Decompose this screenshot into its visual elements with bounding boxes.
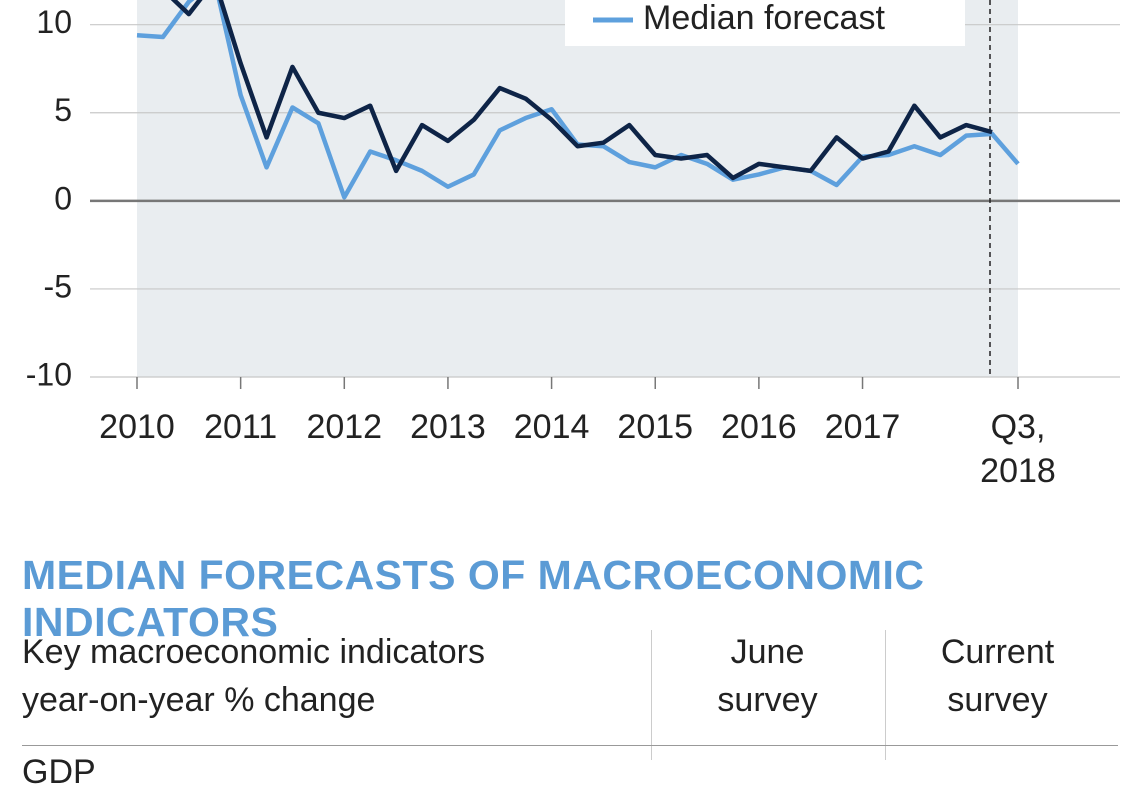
chart: -10 -5 0 5 10 Median forecast	[26, 0, 1120, 392]
x-tick-label: Q3, 2018	[980, 408, 1056, 490]
legend-box	[565, 0, 965, 46]
series-line	[170, 0, 993, 181]
table-header: Key macroeconomic indicators year-on-yea…	[22, 633, 485, 719]
column-divider	[651, 630, 652, 760]
x-tick-label: 2011	[204, 408, 278, 446]
x-tick-label: 2016	[721, 408, 797, 446]
column-divider	[885, 630, 886, 760]
x-tick-label: 2012	[306, 408, 383, 446]
page: -10 -5 0 5 10 Median forecast MEDIAN FORECAS…	[22, 0, 1120, 791]
x-tick-label: 2015	[617, 408, 694, 446]
y-tick-label: 5	[54, 92, 72, 128]
table-cell: GDP	[22, 753, 96, 791]
legend-label: Median forecast	[643, 0, 885, 37]
table-header: June survey	[717, 633, 818, 719]
table-title: MEDIAN FORECASTS OF MACROECONOMIC INDICA…	[22, 552, 925, 645]
y-tick-label: 0	[54, 180, 72, 216]
x-tick-label: 2013	[410, 408, 486, 446]
y-tick-label: -10	[26, 356, 72, 392]
row-divider	[22, 745, 1118, 746]
y-tick-label: 10	[36, 4, 72, 40]
x-tick-label: 2014	[513, 408, 590, 446]
shaded-area	[137, 0, 1018, 377]
x-tick-label: 2010	[99, 408, 175, 446]
y-tick-label: -5	[44, 268, 72, 304]
x-tick-label: 2017	[824, 408, 901, 446]
table-header: Current survey	[940, 633, 1055, 719]
